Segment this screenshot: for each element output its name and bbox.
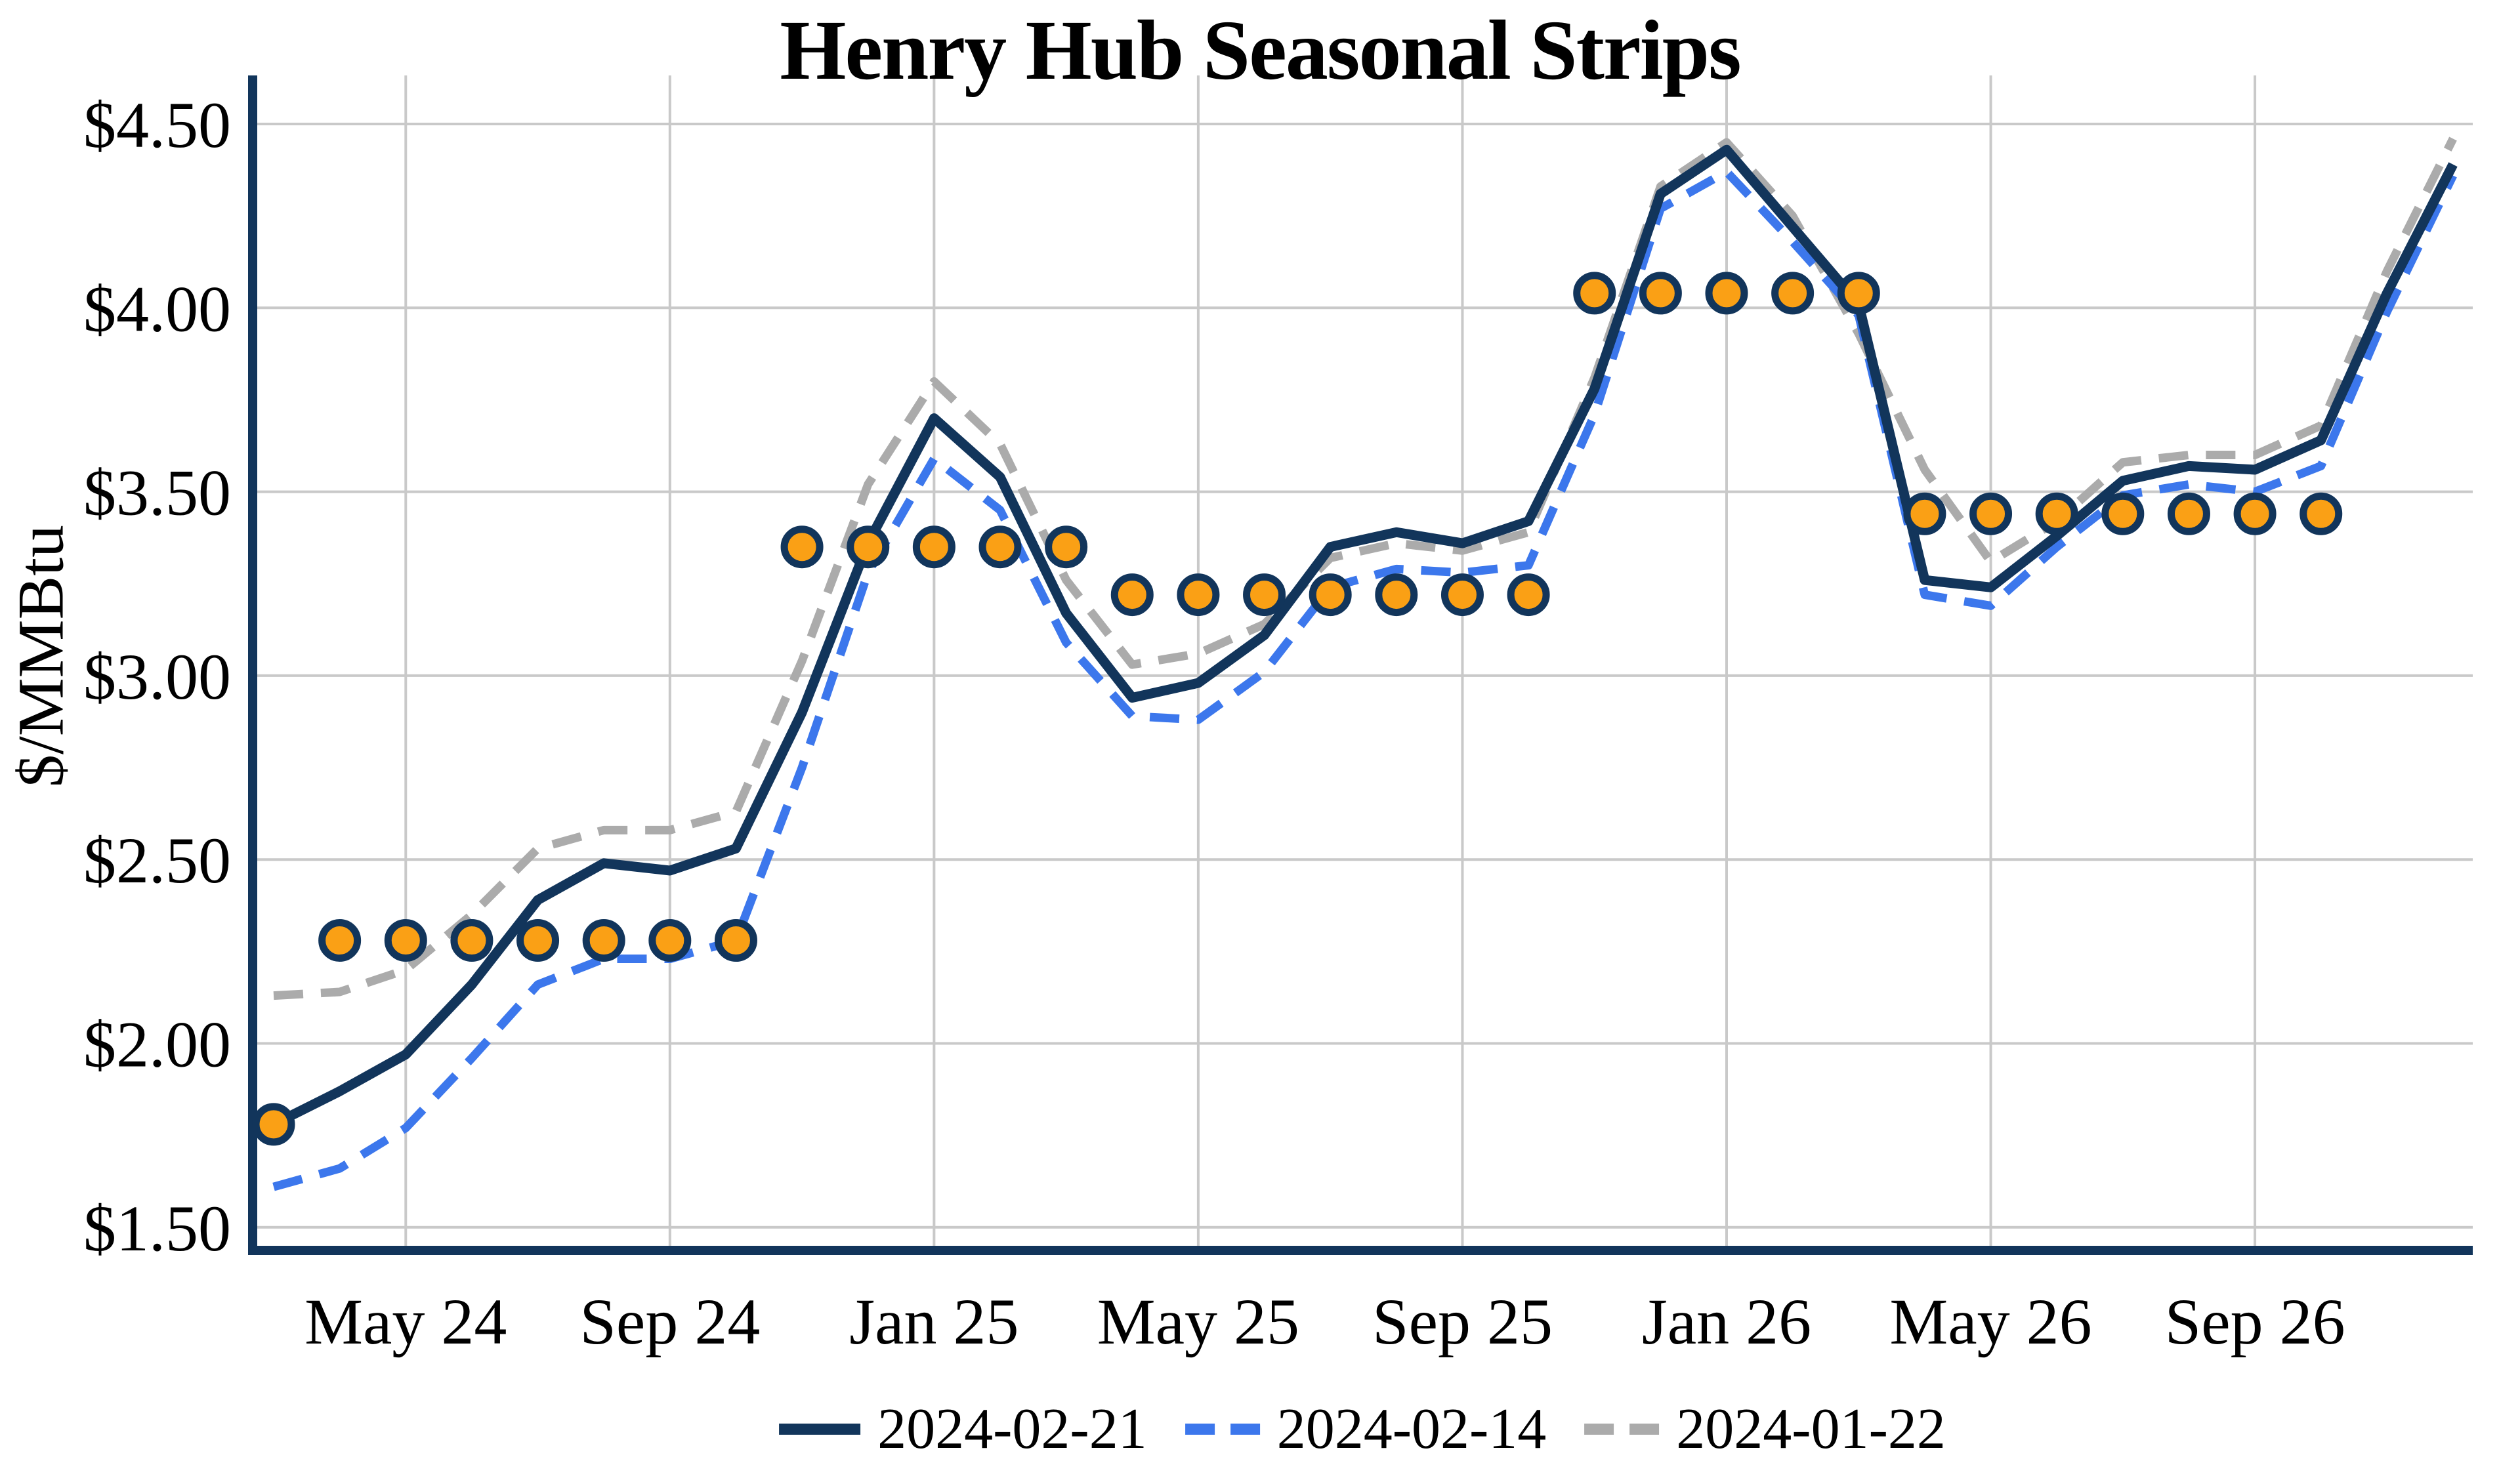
legend-label: 2024-02-21 bbox=[877, 1397, 1147, 1461]
chart-title: Henry Hub Seasonal Strips bbox=[780, 3, 1741, 98]
legend-label: 2024-01-22 bbox=[1676, 1397, 1946, 1461]
strip-dot-Jul-24 bbox=[516, 919, 560, 962]
strip-dot-Jun-26 bbox=[2035, 492, 2078, 535]
strip-dot-Jan-25 bbox=[912, 525, 956, 569]
x-tick-label: May 24 bbox=[304, 1285, 507, 1358]
legend-label: 2024-02-14 bbox=[1276, 1397, 1547, 1461]
series-line-2024-02-21 bbox=[271, 144, 2458, 1129]
legend-swatch-dashed-gray bbox=[1584, 1424, 1660, 1435]
strip-dot-Jun-25 bbox=[1243, 573, 1286, 617]
y-tick-label: $2.00 bbox=[83, 1008, 231, 1081]
dash-swatch-icon bbox=[1230, 1424, 1260, 1435]
strip-dot-Jul-26 bbox=[2101, 492, 2145, 535]
strip-dot-Sep-25 bbox=[1440, 573, 1484, 617]
strip-dot-Feb-26 bbox=[1771, 272, 1815, 315]
strip-dot-Aug-24 bbox=[582, 919, 625, 962]
y-axis-title: $/MMBtu bbox=[4, 524, 77, 788]
strip-dot-Aug-25 bbox=[1375, 573, 1418, 617]
x-tick-label: Jan 25 bbox=[849, 1285, 1018, 1358]
legend-item-2024-02-21: 2024-02-21 bbox=[779, 1396, 1147, 1462]
x-tick-label: Jan 26 bbox=[1642, 1285, 1811, 1358]
strip-dot-Jun-24 bbox=[450, 919, 494, 962]
strip-dot-May-25 bbox=[1177, 573, 1220, 617]
strip-dot-Oct-24 bbox=[714, 919, 757, 962]
dash-swatch-icon bbox=[1185, 1424, 1215, 1435]
y-tick-label: $3.50 bbox=[83, 457, 231, 529]
strip-dot-Sep-26 bbox=[2233, 492, 2277, 535]
x-tick-label: Sep 24 bbox=[579, 1285, 760, 1358]
strip-dot-Apr-24 bbox=[318, 919, 362, 962]
solid-line-swatch-icon bbox=[779, 1424, 861, 1435]
strip-dot-Apr-25 bbox=[1110, 573, 1154, 617]
legend-swatch-solid-navy bbox=[779, 1424, 861, 1435]
strip-dot-Sep-24 bbox=[648, 919, 692, 962]
y-tick-label: $3.00 bbox=[83, 640, 231, 713]
strip-dot-Mar-26 bbox=[1837, 272, 1880, 315]
x-tick-label: Sep 25 bbox=[1372, 1285, 1553, 1358]
strip-dot-Jan-26 bbox=[1705, 272, 1748, 315]
strip-dot-Dec-25 bbox=[1639, 272, 1682, 315]
dash-swatch-icon bbox=[1629, 1424, 1660, 1435]
strip-dot-Feb-25 bbox=[978, 525, 1022, 569]
legend-item-2024-01-22: 2024-01-22 bbox=[1584, 1396, 1946, 1462]
strip-dot-Mar-25 bbox=[1045, 525, 1088, 569]
strip-dot-May-26 bbox=[1969, 492, 2013, 535]
strip-dot-Oct-25 bbox=[1507, 573, 1550, 617]
strip-dot-Aug-26 bbox=[2167, 492, 2210, 535]
strip-dot-Mar-24 bbox=[252, 1103, 295, 1146]
strip-dot-Nov-25 bbox=[1573, 272, 1616, 315]
x-tick-label: May 25 bbox=[1097, 1285, 1299, 1358]
legend-item-2024-02-14: 2024-02-14 bbox=[1185, 1396, 1547, 1462]
strip-dot-Oct-26 bbox=[2300, 492, 2343, 535]
y-tick-label: $4.50 bbox=[83, 89, 231, 161]
dash-swatch-icon bbox=[1584, 1424, 1614, 1435]
strip-dot-Apr-26 bbox=[1903, 492, 1946, 535]
series-line-2024-02-14 bbox=[272, 167, 2457, 1191]
y-tick-label: $4.00 bbox=[83, 272, 231, 345]
x-tick-label: May 26 bbox=[1889, 1285, 2091, 1358]
y-tick-label: $2.50 bbox=[83, 824, 231, 897]
strip-dot-Nov-24 bbox=[780, 525, 824, 569]
strip-dot-Dec-24 bbox=[847, 525, 890, 569]
legend-swatch-dashed-blue bbox=[1185, 1424, 1260, 1435]
strip-dot-Jul-25 bbox=[1309, 573, 1352, 617]
y-tick-label: $1.50 bbox=[83, 1192, 231, 1265]
legend: 2024-02-21 2024-02-14 2024-01-22 bbox=[779, 1396, 1946, 1462]
strip-dot-May-24 bbox=[384, 919, 427, 962]
x-tick-label: Sep 26 bbox=[2165, 1285, 2345, 1358]
series-line-2024-01-22 bbox=[273, 136, 2457, 1000]
